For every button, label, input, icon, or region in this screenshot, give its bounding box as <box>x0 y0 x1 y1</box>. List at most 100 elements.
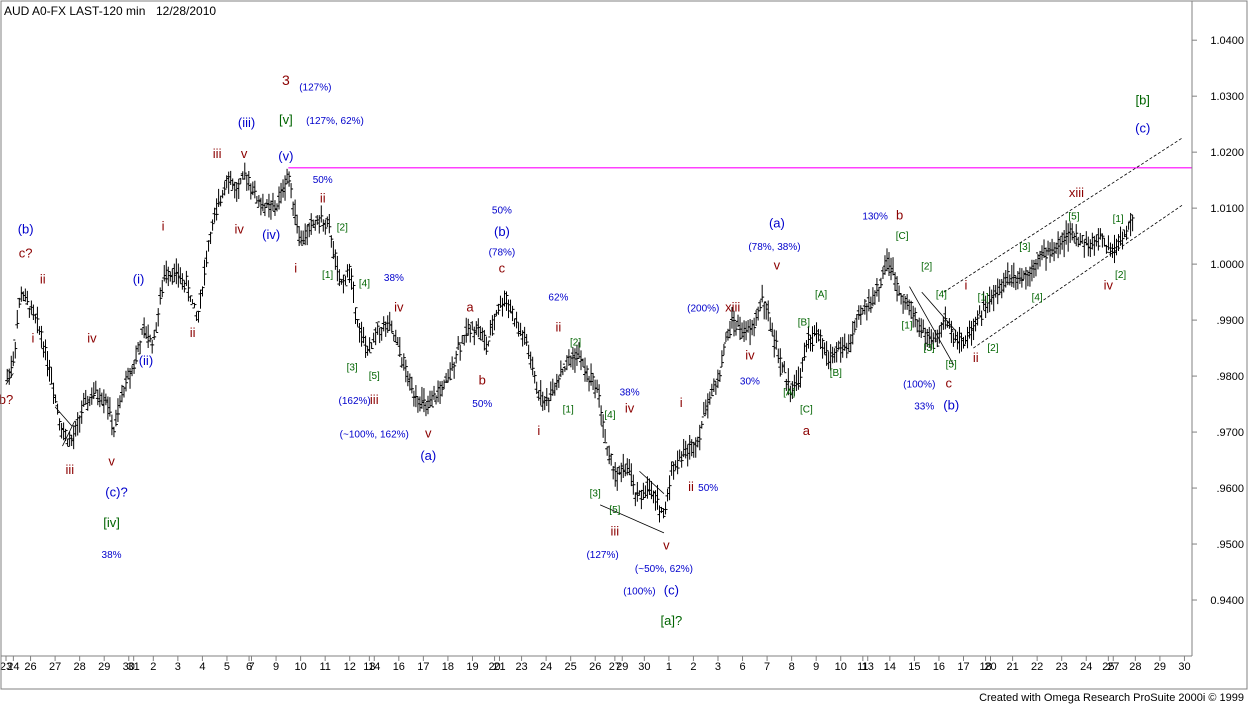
wave-label: [1] <box>322 270 333 281</box>
ohlc-bar <box>369 342 374 350</box>
wave-label: ii <box>556 319 562 334</box>
wave-label: (c) <box>664 582 679 597</box>
ohlc-bar <box>343 275 348 287</box>
ohlc-bar <box>482 329 487 351</box>
wave-label: i <box>162 219 165 234</box>
ohlc-bar <box>242 162 247 180</box>
wedge-line <box>921 291 957 332</box>
ohlc-bar <box>160 279 165 298</box>
ohlc-bar <box>65 438 70 447</box>
ohlc-bar <box>236 178 241 200</box>
ohlc-bar <box>601 414 606 438</box>
ohlc-bar <box>490 315 495 336</box>
ohlc-bar <box>287 171 292 187</box>
wave-label: (c)? <box>105 484 127 499</box>
wave-label: b <box>896 207 903 222</box>
ohlc-bar <box>913 307 918 328</box>
wave-label: [B] <box>830 368 842 379</box>
wave-label: 62% <box>548 293 568 304</box>
wave-label: [A] <box>815 290 827 301</box>
channel-line <box>973 205 1183 349</box>
x-tick-label: 20 <box>984 661 996 673</box>
wave-label: ii <box>688 479 694 494</box>
ohlc-bar <box>1120 231 1125 250</box>
wave-label: [2] <box>987 343 998 354</box>
wave-label: [C] <box>800 404 813 415</box>
wave-label: [2] <box>1115 270 1126 281</box>
ohlc-bar <box>79 400 84 424</box>
ohlc-bar <box>138 340 143 355</box>
ohlc-bar <box>333 249 338 270</box>
x-tick-label: 20 <box>488 661 500 673</box>
wave-label: iv <box>87 330 97 345</box>
plot-frame <box>0 0 1248 690</box>
wave-label: 3 <box>282 72 290 88</box>
y-tick-label: .9600 <box>1216 483 1244 495</box>
ohlc-bar <box>218 195 223 207</box>
wave-label: [2] <box>921 262 932 273</box>
ohlc-bar <box>196 310 201 323</box>
x-tick-label: 30 <box>123 661 135 673</box>
x-tick-label: 23 <box>0 661 12 673</box>
ohlc-bar <box>591 372 596 391</box>
ohlc-bar <box>458 342 463 361</box>
ohlc-bar <box>717 370 722 382</box>
x-tick-label: 27 <box>1107 661 1119 673</box>
wave-label: iv <box>625 400 635 415</box>
wave-label: [1] <box>901 321 912 332</box>
ohlc-bar <box>11 351 16 367</box>
ohlc-bar <box>192 302 197 309</box>
ohlc-bar <box>148 334 153 343</box>
ohlc-bar <box>778 348 783 377</box>
wave-label: c <box>499 261 506 276</box>
ohlc-bar <box>53 394 58 404</box>
x-tick-label: 29 <box>98 661 110 673</box>
ohlc-bar <box>252 180 257 199</box>
ohlc-bar <box>585 365 590 383</box>
wave-label: [3] <box>590 488 601 499</box>
ohlc-bar <box>35 306 40 334</box>
y-tick-label: .9800 <box>1216 371 1244 383</box>
wave-label: ii <box>190 325 196 340</box>
ohlc-bar <box>675 450 680 475</box>
ohlc-bar <box>943 306 948 330</box>
ohlc-bar <box>134 345 139 365</box>
wave-label: i <box>294 261 297 276</box>
wave-label: (v) <box>278 149 293 164</box>
wave-label: v <box>663 538 670 553</box>
wave-label: (127%, 62%) <box>306 116 364 127</box>
ohlc-bar <box>599 405 604 426</box>
x-tick-label: 29 <box>1154 661 1166 673</box>
x-tick-label: 14 <box>368 661 380 673</box>
wave-label: (127%) <box>299 83 331 94</box>
ohlc-bar <box>204 250 209 268</box>
x-tick-label: 17 <box>957 661 969 673</box>
ohlc-bar <box>15 309 20 329</box>
wave-label: i <box>32 330 35 345</box>
ohlc-bar <box>697 424 702 451</box>
x-tick-label: 18 <box>442 661 454 673</box>
ohlc-bar <box>188 295 193 302</box>
x-tick-label: 21 <box>493 661 505 673</box>
wave-label: [3] <box>924 343 935 354</box>
wave-label: (200%) <box>687 304 719 315</box>
ohlc-bar <box>1011 262 1016 288</box>
wave-label: (a) <box>420 448 436 463</box>
wave-label: [B] <box>798 318 810 329</box>
ohlc-bar <box>631 474 636 495</box>
x-tick-label: 26 <box>589 661 601 673</box>
wave-label: (a) <box>769 216 785 231</box>
ohlc-bar <box>798 368 803 388</box>
wave-label: [5] <box>946 360 957 371</box>
ohlc-bar <box>409 376 414 394</box>
ohlc-bar <box>468 324 473 343</box>
x-tick-label: 11 <box>857 661 868 673</box>
wave-label: iv <box>1104 277 1114 292</box>
wave-label: (~50%, 62%) <box>635 564 693 575</box>
x-tick-label: 23 <box>515 661 527 673</box>
wave-label: (162%) <box>339 396 371 407</box>
ohlc-bar <box>200 286 205 297</box>
wave-label: 38% <box>620 388 640 399</box>
ohlc-bar <box>389 320 394 333</box>
wave-label: i <box>537 423 540 438</box>
